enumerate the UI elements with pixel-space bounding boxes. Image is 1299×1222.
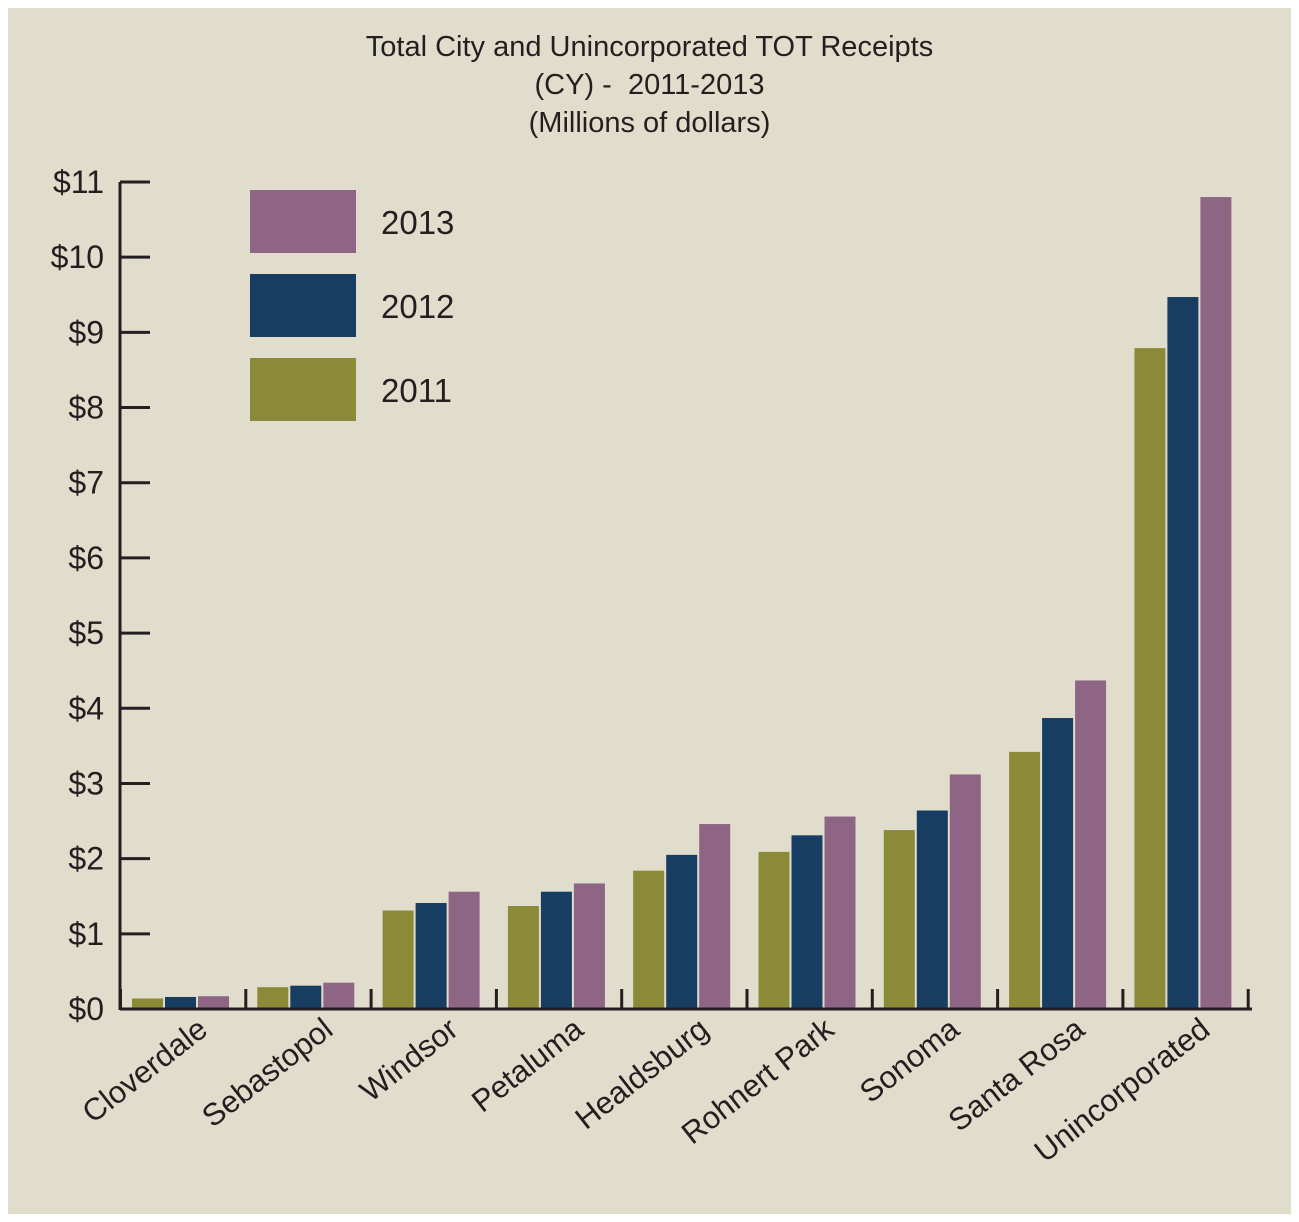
y-tick-label: $5: [68, 615, 104, 651]
bar-2012-unincorporated: [1167, 297, 1199, 1008]
y-tick-label: $10: [51, 239, 104, 275]
bar-2013-rohnert-park: [824, 816, 856, 1008]
x-category-label: Windsor: [353, 1011, 464, 1109]
y-tick-label: $6: [68, 540, 104, 576]
legend: 2013 2012 2011: [250, 190, 454, 421]
y-tick-label: $11: [53, 164, 104, 200]
bar-2011-rohnert-park: [758, 851, 790, 1008]
legend-swatch-2012: [250, 274, 356, 337]
y-tick-label: $0: [68, 991, 104, 1027]
bar-2013-santa-rosa: [1075, 680, 1107, 1008]
bar-2011-sebastopol: [257, 987, 289, 1008]
bar-2011-windsor: [382, 910, 414, 1008]
bar-2012-petaluma: [540, 891, 572, 1008]
y-tick-label: $7: [68, 465, 104, 501]
bar-2011-santa-rosa: [1009, 751, 1041, 1008]
y-tick-label: $3: [68, 765, 104, 801]
bar-2013-cloverdale: [198, 996, 229, 1008]
bar-2011-cloverdale: [132, 998, 163, 1008]
legend-swatch-2011: [250, 358, 356, 421]
y-tick-label: $1: [68, 916, 104, 952]
axes: $0 $1 $2 $3 $4 $5 $6 $7 $8 $9 $10 $11 CloverdaleSeba…: [51, 164, 1252, 1169]
bar-2011-sonoma: [883, 830, 915, 1008]
bar-2012-santa-rosa: [1042, 718, 1074, 1008]
chart-title-block: Total City and Unincorporated TOT Receip…: [8, 28, 1291, 142]
bars: [132, 197, 1232, 1008]
y-tick-label: $9: [68, 314, 104, 350]
bar-2012-healdsburg: [666, 854, 698, 1008]
legend-label-2011: 2011: [381, 372, 452, 409]
y-tick-label: $8: [68, 390, 104, 426]
bar-2011-unincorporated: [1134, 348, 1166, 1008]
legend-label-2013: 2013: [381, 204, 454, 241]
x-category-label: Sebastopol: [195, 1011, 339, 1134]
bar-2012-cloverdale: [165, 996, 196, 1008]
chart-subtitle: (CY) - 2011-2013: [534, 69, 765, 101]
legend-label-2012: 2012: [381, 288, 454, 325]
bar-2011-healdsburg: [633, 870, 665, 1008]
y-tick-label: $2: [68, 841, 104, 877]
bar-2013-unincorporated: [1200, 197, 1232, 1008]
chart-units-note: (Millions of dollars): [528, 107, 771, 139]
x-category-label: Sonoma: [853, 1010, 966, 1109]
chart-panel: [8, 8, 1291, 1214]
bar-2013-sonoma: [949, 774, 981, 1008]
chart-title: Total City and Unincorporated TOT Receip…: [365, 31, 934, 63]
bar-2012-sonoma: [916, 810, 948, 1008]
bar-2013-sebastopol: [323, 982, 355, 1008]
legend-swatch-2013: [250, 190, 356, 253]
bar-2012-rohnert-park: [791, 835, 823, 1008]
bar-2012-windsor: [415, 902, 447, 1008]
x-category-label: Cloverdale: [75, 1011, 213, 1130]
bar-2012-sebastopol: [290, 985, 322, 1008]
bar-2013-windsor: [448, 891, 480, 1008]
bar-2013-healdsburg: [699, 824, 731, 1008]
y-tick-label: $4: [68, 690, 104, 726]
bar-2013-petaluma: [573, 883, 605, 1008]
bar-2011-petaluma: [507, 906, 539, 1008]
x-category-label: Petaluma: [465, 1010, 590, 1119]
